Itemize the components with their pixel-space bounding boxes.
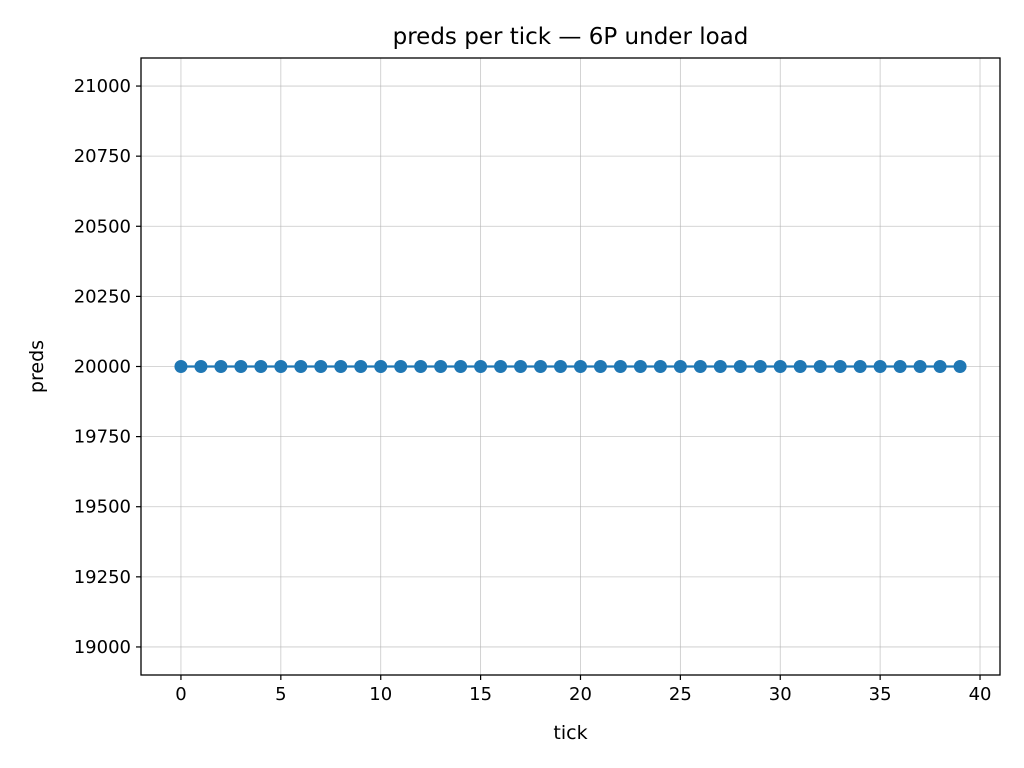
data-point xyxy=(853,360,867,373)
data-point xyxy=(534,360,548,373)
data-point xyxy=(633,360,647,373)
data-point xyxy=(913,360,927,373)
data-point xyxy=(773,360,787,373)
data-point xyxy=(194,360,208,373)
data-point xyxy=(593,360,607,373)
x-tick-label: 20 xyxy=(569,684,592,705)
x-tick-label: 40 xyxy=(969,684,992,705)
data-point xyxy=(294,360,308,373)
series-layer xyxy=(174,360,967,373)
y-tick-label: 20750 xyxy=(74,146,131,167)
x-tick-label: 15 xyxy=(469,684,492,705)
x-tick-label: 0 xyxy=(175,684,186,705)
x-tick-label: 35 xyxy=(869,684,892,705)
y-tick-label: 20500 xyxy=(74,216,131,237)
y-axis-label: preds xyxy=(26,340,48,393)
data-point xyxy=(693,360,707,373)
data-point xyxy=(494,360,508,373)
data-point xyxy=(254,360,268,373)
x-axis-label: tick xyxy=(553,722,587,744)
data-point xyxy=(573,360,587,373)
data-point xyxy=(174,360,188,373)
y-tick-label: 19500 xyxy=(74,497,131,518)
data-point xyxy=(374,360,388,373)
x-tick-label: 10 xyxy=(369,684,392,705)
data-point xyxy=(234,360,248,373)
y-tick-label: 19750 xyxy=(74,427,131,448)
y-tick-label: 19250 xyxy=(74,567,131,588)
data-point xyxy=(953,360,967,373)
data-point xyxy=(274,360,288,373)
data-point xyxy=(354,360,368,373)
data-point xyxy=(414,360,428,373)
data-point xyxy=(434,360,448,373)
data-point xyxy=(514,360,528,373)
data-point xyxy=(314,360,328,373)
data-point xyxy=(793,360,807,373)
data-point xyxy=(474,360,488,373)
data-point xyxy=(454,360,468,373)
data-point xyxy=(933,360,947,373)
data-point xyxy=(893,360,907,373)
x-tick-label: 5 xyxy=(275,684,286,705)
chart-title: preds per tick — 6P under load xyxy=(393,24,749,50)
y-tick-label: 20250 xyxy=(74,286,131,307)
x-tick-label: 30 xyxy=(769,684,792,705)
data-point xyxy=(613,360,627,373)
data-point xyxy=(394,360,408,373)
y-tick-label: 20000 xyxy=(74,357,131,378)
data-point xyxy=(833,360,847,373)
data-point xyxy=(673,360,687,373)
x-tick-label: 25 xyxy=(669,684,692,705)
data-point xyxy=(214,360,228,373)
data-point xyxy=(873,360,887,373)
data-point xyxy=(554,360,568,373)
data-point xyxy=(753,360,767,373)
y-tick-label: 21000 xyxy=(74,76,131,97)
data-point xyxy=(653,360,667,373)
y-tick-label: 19000 xyxy=(74,637,131,658)
data-point xyxy=(713,360,727,373)
tick-layer: 0 5 10 15 20 25 30 35 40 19000 19250 19500 19750 2000… xyxy=(74,76,992,705)
data-point xyxy=(733,360,747,373)
data-point xyxy=(813,360,827,373)
data-point xyxy=(334,360,348,373)
